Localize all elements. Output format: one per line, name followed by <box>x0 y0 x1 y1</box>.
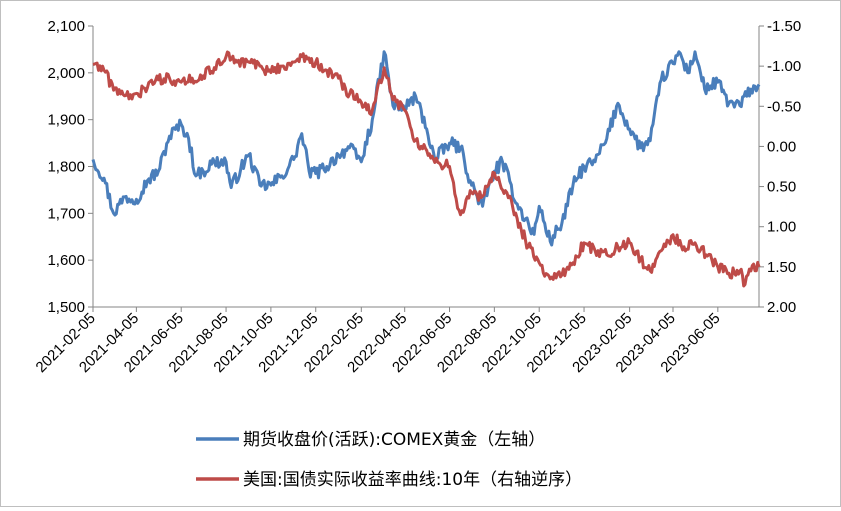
y-right-tick-label: 0.50 <box>767 179 796 196</box>
y-left-tick-label: 1,600 <box>47 252 85 269</box>
series-layer <box>91 50 761 288</box>
y-left-tick-label: 2,000 <box>47 65 85 82</box>
y-left-tick-label: 1,900 <box>47 112 85 129</box>
y-right-tick-label: -1.50 <box>767 18 801 35</box>
y-right-tick-label: 0.00 <box>767 138 796 155</box>
y-right-tick-label: 1.00 <box>767 219 796 236</box>
y-left-tick-label: 1,800 <box>47 159 85 176</box>
legend: 期货收盘价(活跃):COMEX黄金（左轴） 美国:国债实际收益率曲线:10年（右轴… <box>196 430 582 490</box>
y-left-tick-label: 1,500 <box>47 299 85 316</box>
y-right-tick-label: -1.00 <box>767 58 801 75</box>
y-left-tick-label: 1,700 <box>47 205 85 222</box>
y-right-tick-label: 1.50 <box>767 259 796 276</box>
y-left-tick-label: 2,100 <box>47 18 85 35</box>
y-right-tick-label: 2.00 <box>767 299 796 316</box>
legend-label-2: 美国:国债实际收益率曲线:10年（右轴逆序） <box>243 470 582 490</box>
axes: 1,500 1,600 1,700 1,800 1,900 2,000 2,100 -1.50… <box>33 18 802 376</box>
gold-price-series-line <box>91 50 761 247</box>
real-yield-series-line <box>92 50 761 288</box>
y-right-tick-label: -0.50 <box>767 98 801 115</box>
legend-label-1: 期货收盘价(活跃):COMEX黄金（左轴） <box>243 430 545 450</box>
